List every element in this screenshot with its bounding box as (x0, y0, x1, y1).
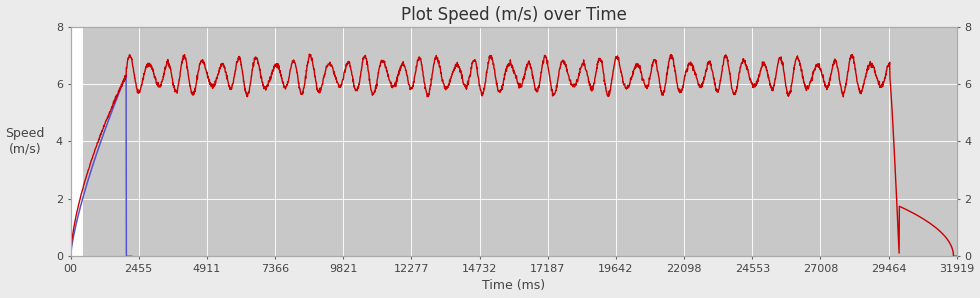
X-axis label: Time (ms): Time (ms) (482, 280, 545, 292)
Y-axis label: Speed
(m/s): Speed (m/s) (6, 127, 45, 155)
Title: Plot Speed (m/s) over Time: Plot Speed (m/s) over Time (401, 6, 626, 24)
Bar (71, 27, 82, 256)
